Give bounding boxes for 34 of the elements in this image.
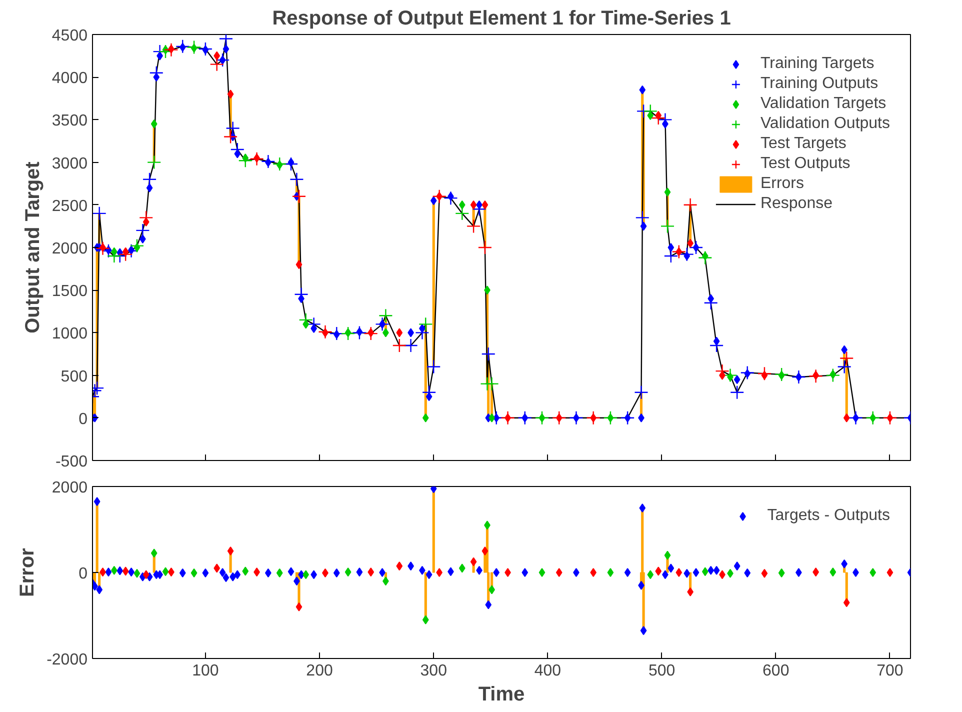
legend-label: Training Outputs bbox=[760, 75, 878, 93]
y-tick-label: 1000 bbox=[52, 326, 88, 343]
y-tick-label: 500 bbox=[60, 368, 88, 386]
x-tick-label: 300 bbox=[420, 662, 448, 680]
legend-label: Training Targets bbox=[760, 55, 874, 73]
y-tick-label: 3500 bbox=[52, 112, 88, 130]
x-tick-label: 700 bbox=[876, 662, 904, 680]
y-tick-label: 2000 bbox=[52, 480, 88, 496]
y-tick-label: 4000 bbox=[52, 70, 88, 88]
y-tick-label: 2000 bbox=[52, 240, 88, 258]
legend-label: Test Outputs bbox=[760, 155, 850, 173]
y-tick-label: 2500 bbox=[52, 198, 88, 215]
legend-label: Errors bbox=[760, 175, 804, 193]
y-tick-label: 3000 bbox=[52, 155, 88, 172]
y-axis-title: Error bbox=[16, 548, 39, 597]
y-tick-label: 0 bbox=[78, 566, 88, 582]
x-tick-label: 100 bbox=[192, 662, 219, 680]
y-tick-label: -2000 bbox=[46, 652, 88, 668]
legend-label: Targets - Outputs bbox=[767, 507, 890, 525]
x-axis-title: Time bbox=[478, 684, 525, 706]
legend-label: Response bbox=[760, 195, 832, 213]
y-tick-label: 1500 bbox=[52, 283, 88, 300]
legend-label: Test Targets bbox=[760, 135, 846, 153]
chart-title: Response of Output Element 1 for Time-Series 1 bbox=[272, 8, 731, 30]
x-tick-label: 500 bbox=[648, 662, 676, 680]
x-tick-label: 400 bbox=[534, 662, 562, 680]
y-tick-label: 4500 bbox=[52, 28, 88, 44]
x-tick-label: 600 bbox=[762, 662, 790, 680]
legend-label: Validation Outputs bbox=[760, 115, 890, 133]
y-axis-title: Output and Target bbox=[22, 161, 44, 334]
x-tick-label: 200 bbox=[306, 662, 333, 680]
y-tick-label: 0 bbox=[78, 410, 88, 428]
y-tick-label: -500 bbox=[55, 454, 88, 470]
legend-label: Validation Targets bbox=[760, 95, 886, 113]
